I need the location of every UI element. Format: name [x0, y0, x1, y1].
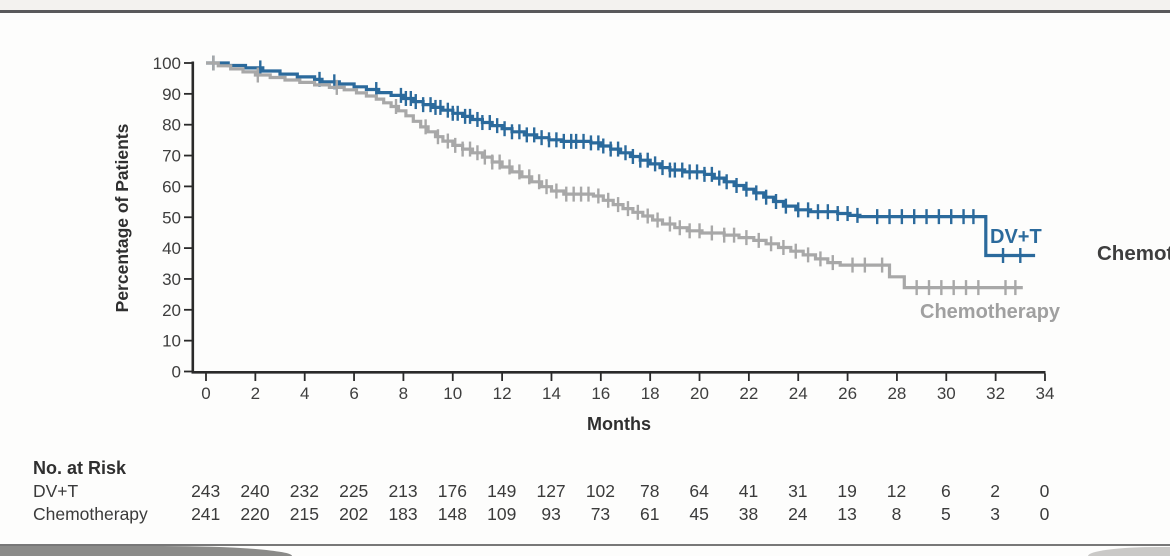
svg-text:20: 20: [690, 384, 709, 403]
at-risk-count: 38: [738, 504, 759, 524]
at-risk-count: 232: [289, 481, 319, 501]
at-risk-row-chemotherapy: Chemotherapy 241 220 215 202 183 148 109 93 73 61…: [0, 504, 1170, 526]
top-border-line: [0, 10, 1170, 13]
svg-text:34: 34: [1036, 384, 1055, 403]
svg-text:32: 32: [986, 384, 1005, 403]
at-risk-count: 240: [240, 481, 270, 501]
bottom-right-corner-shape: [1088, 547, 1170, 556]
svg-text:8: 8: [399, 384, 408, 403]
dvt-curve-label: DV+T: [990, 226, 1042, 248]
top-strip: [0, 0, 1170, 10]
at-risk-count: 31: [788, 481, 808, 501]
svg-text:26: 26: [838, 384, 857, 403]
at-risk-title: No. at Risk: [33, 458, 127, 478]
at-risk-count: 3: [990, 504, 1001, 524]
at-risk-count: 148: [437, 504, 467, 524]
at-risk-count: 176: [437, 481, 467, 501]
svg-text:90: 90: [162, 85, 181, 104]
at-risk-count: 202: [339, 504, 369, 524]
at-risk-count: 149: [487, 481, 517, 501]
at-risk-count: 41: [738, 481, 759, 501]
at-risk-count: 0: [1039, 481, 1050, 501]
svg-text:100: 100: [153, 54, 181, 73]
bottom-border-line: [0, 544, 1170, 546]
at-risk-count: 24: [788, 504, 808, 524]
svg-text:0: 0: [201, 384, 210, 403]
svg-text:50: 50: [162, 208, 181, 227]
svg-text:16: 16: [591, 384, 610, 403]
at-risk-count: 78: [640, 481, 660, 501]
at-risk-count: 109: [487, 504, 517, 524]
svg-text:20: 20: [162, 301, 181, 320]
at-risk-count: 0: [1039, 504, 1050, 524]
svg-text:6: 6: [349, 384, 358, 403]
at-risk-count: 102: [585, 481, 616, 501]
at-risk-count: 215: [289, 504, 319, 524]
at-risk-count: 93: [541, 504, 561, 524]
at-risk-row-label: DV+T: [33, 481, 79, 501]
at-risk-values: 241 220 215 202 183 148 109 93 73 61 45 38 24 13 8 5 3 0: [181, 504, 1069, 525]
at-risk-row-dvt: DV+T 243 240 232 225 213 176 149 127 102 78 64 41 31…: [0, 481, 1170, 503]
svg-text:0: 0: [172, 363, 181, 382]
svg-text:14: 14: [542, 384, 561, 403]
at-risk-count: 241: [191, 504, 221, 524]
svg-text:28: 28: [887, 384, 906, 403]
adjacent-panel-clipped-label: Chemot: [1097, 242, 1170, 265]
at-risk-count: 5: [940, 504, 951, 524]
bottom-left-corner-shape: [0, 546, 292, 556]
at-risk-count: 12: [886, 481, 907, 501]
at-risk-count: 61: [640, 504, 660, 524]
svg-text:80: 80: [162, 116, 181, 135]
svg-text:18: 18: [641, 384, 660, 403]
at-risk-count: 6: [940, 481, 951, 501]
svg-text:60: 60: [162, 177, 181, 196]
svg-text:70: 70: [162, 147, 181, 166]
at-risk-count: 2: [990, 481, 1001, 501]
at-risk-values: 243 240 232 225 213 176 149 127 102 78 64 41 31 19 12 6…: [181, 481, 1069, 502]
at-risk-count: 183: [388, 504, 418, 524]
svg-text:2: 2: [251, 384, 260, 403]
svg-text:10: 10: [162, 332, 181, 351]
at-risk-count: 45: [689, 504, 709, 524]
svg-text:40: 40: [162, 239, 181, 258]
at-risk-count: 243: [191, 481, 221, 501]
svg-text:30: 30: [162, 270, 181, 289]
at-risk-count: 19: [837, 481, 857, 501]
at-risk-count: 220: [240, 504, 270, 524]
at-risk-count: 127: [536, 481, 566, 501]
svg-text:4: 4: [300, 384, 309, 403]
svg-text:22: 22: [739, 384, 758, 403]
svg-text:12: 12: [493, 384, 512, 403]
at-risk-count: 64: [689, 481, 709, 501]
at-risk-count: 213: [388, 481, 418, 501]
svg-text:30: 30: [937, 384, 956, 403]
at-risk-count: 13: [837, 504, 857, 524]
x-axis-title: Months: [587, 414, 651, 434]
at-risk-count: 8: [891, 504, 902, 524]
svg-text:10: 10: [443, 384, 462, 403]
at-risk-count: 225: [339, 481, 369, 501]
at-risk-row-label: Chemotherapy: [33, 504, 148, 524]
at-risk-count: 73: [590, 504, 611, 524]
chemotherapy-curve-label: Chemotherapy: [920, 301, 1061, 323]
svg-text:24: 24: [789, 384, 808, 403]
